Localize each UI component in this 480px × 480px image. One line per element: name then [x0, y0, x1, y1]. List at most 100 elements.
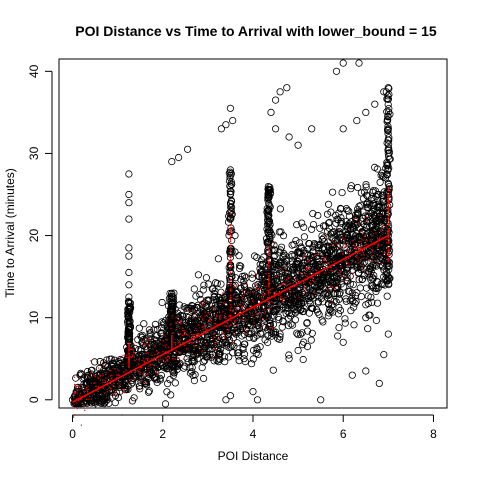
red-point — [195, 329, 197, 331]
scatter-point — [256, 260, 264, 268]
scatter-point — [370, 202, 378, 210]
scatter-point — [199, 286, 207, 294]
scatter-point — [144, 388, 153, 396]
red-point — [191, 342, 193, 344]
red-point — [322, 263, 324, 265]
red-point — [268, 262, 270, 264]
red-point — [229, 273, 232, 275]
red-point — [304, 272, 306, 275]
red-point — [140, 377, 142, 379]
red-point — [214, 336, 216, 338]
red-point — [194, 346, 196, 348]
red-point — [387, 215, 389, 217]
red-point — [330, 261, 332, 263]
red-point — [353, 245, 356, 247]
scatter-point — [286, 312, 295, 320]
red-point — [147, 367, 149, 370]
scatter-point — [253, 396, 262, 404]
red-point — [335, 243, 337, 245]
red-point — [105, 377, 107, 379]
red-point — [80, 424, 82, 426]
scatter-point — [125, 252, 133, 260]
scatter-point — [168, 158, 176, 166]
red-point — [320, 265, 322, 267]
red-point — [253, 276, 255, 278]
scatter-point — [299, 307, 308, 315]
red-point — [229, 234, 232, 236]
scatter-point — [331, 237, 339, 245]
red-point — [289, 302, 291, 305]
scatter-point — [103, 393, 111, 401]
red-point — [344, 243, 346, 245]
red-point — [213, 333, 215, 335]
red-point — [303, 281, 305, 283]
red-point — [387, 231, 389, 234]
red-point — [229, 250, 232, 252]
red-point — [171, 342, 173, 344]
scatter-point — [130, 394, 138, 402]
red-point — [203, 324, 206, 326]
red-point — [167, 355, 169, 357]
red-point — [345, 245, 347, 247]
red-point — [148, 365, 150, 367]
scatter-point — [288, 321, 297, 329]
scatter-point — [324, 300, 333, 309]
scatter-point — [350, 321, 358, 329]
red-point — [145, 352, 147, 354]
scatter-point — [264, 314, 272, 322]
red-point — [73, 394, 75, 396]
red-point — [177, 341, 179, 343]
scatter-point — [354, 183, 362, 192]
red-point — [324, 257, 326, 259]
red-point — [229, 298, 232, 300]
scatter-point — [161, 400, 170, 408]
red-point — [361, 230, 363, 232]
scatter-point — [367, 194, 376, 203]
red-point — [241, 307, 243, 309]
scatter-point — [276, 88, 284, 96]
scatter-point — [163, 388, 171, 396]
scatter-point — [248, 270, 256, 278]
red-point — [212, 306, 214, 309]
red-point — [355, 276, 357, 279]
red-point — [234, 319, 236, 321]
red-point — [303, 287, 305, 289]
red-point — [268, 246, 270, 248]
red-point — [353, 291, 355, 293]
scatter-point — [266, 321, 274, 329]
red-point — [105, 372, 107, 374]
scatter-point — [249, 387, 257, 396]
red-point — [82, 375, 84, 377]
red-point — [347, 250, 349, 252]
red-point — [330, 302, 332, 304]
red-point — [236, 324, 238, 326]
red-point — [216, 315, 218, 317]
red-point — [216, 308, 218, 310]
red-point — [233, 294, 235, 296]
red-point — [224, 325, 226, 327]
scatter-point — [269, 366, 277, 374]
red-point — [94, 406, 97, 408]
scatter-point — [362, 183, 370, 191]
scatter-point — [346, 297, 354, 305]
scatter-point — [249, 355, 257, 363]
red-point — [242, 297, 244, 299]
red-point — [188, 328, 191, 330]
red-point — [117, 356, 119, 358]
scatter-point — [357, 262, 365, 270]
red-point — [250, 273, 253, 275]
red-point — [97, 367, 99, 369]
scatter-point — [198, 363, 206, 372]
scatter-point — [352, 211, 360, 219]
red-point — [268, 284, 270, 286]
red-point — [286, 264, 289, 267]
red-point — [204, 311, 206, 313]
red-point — [366, 239, 368, 242]
scatter-point — [158, 298, 166, 307]
red-point — [382, 225, 384, 227]
red-point — [156, 374, 158, 376]
scatter-point — [248, 299, 256, 307]
red-point — [85, 388, 87, 390]
red-point — [129, 356, 131, 358]
scatter-point — [294, 141, 302, 149]
